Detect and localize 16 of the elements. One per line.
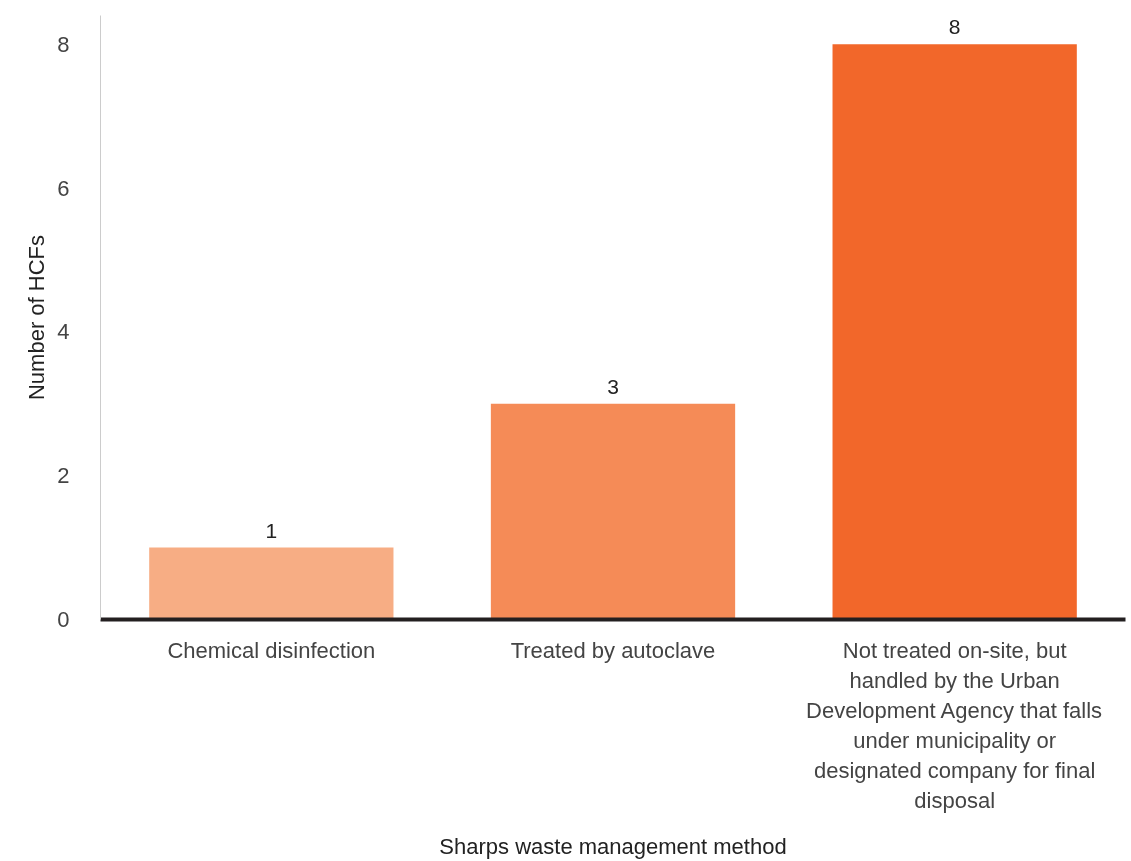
y-tick-label: 2: [57, 463, 70, 489]
x-axis-title: Sharps waste management method: [439, 833, 787, 859]
y-tick-label: 4: [57, 319, 70, 345]
bar: [832, 44, 1077, 620]
y-tick-label: 6: [57, 175, 70, 201]
x-tick-label: Chemical disinfection: [167, 637, 376, 663]
y-tick-label: 0: [57, 607, 70, 632]
y-tick-label: 8: [57, 31, 70, 57]
bar: [149, 547, 394, 620]
y-axis-title: Number of HCFs: [24, 234, 50, 401]
data-label: 1: [265, 518, 278, 542]
data-label: 8: [948, 15, 961, 39]
x-tick-label: Not treated on-site, but handled by the Urban Development Agency that falls under municipality or designated company for final disposal: [806, 637, 1103, 813]
data-label: 3: [607, 374, 619, 398]
x-tick-label: Treated by autoclave: [510, 637, 716, 663]
bar: [490, 403, 736, 620]
